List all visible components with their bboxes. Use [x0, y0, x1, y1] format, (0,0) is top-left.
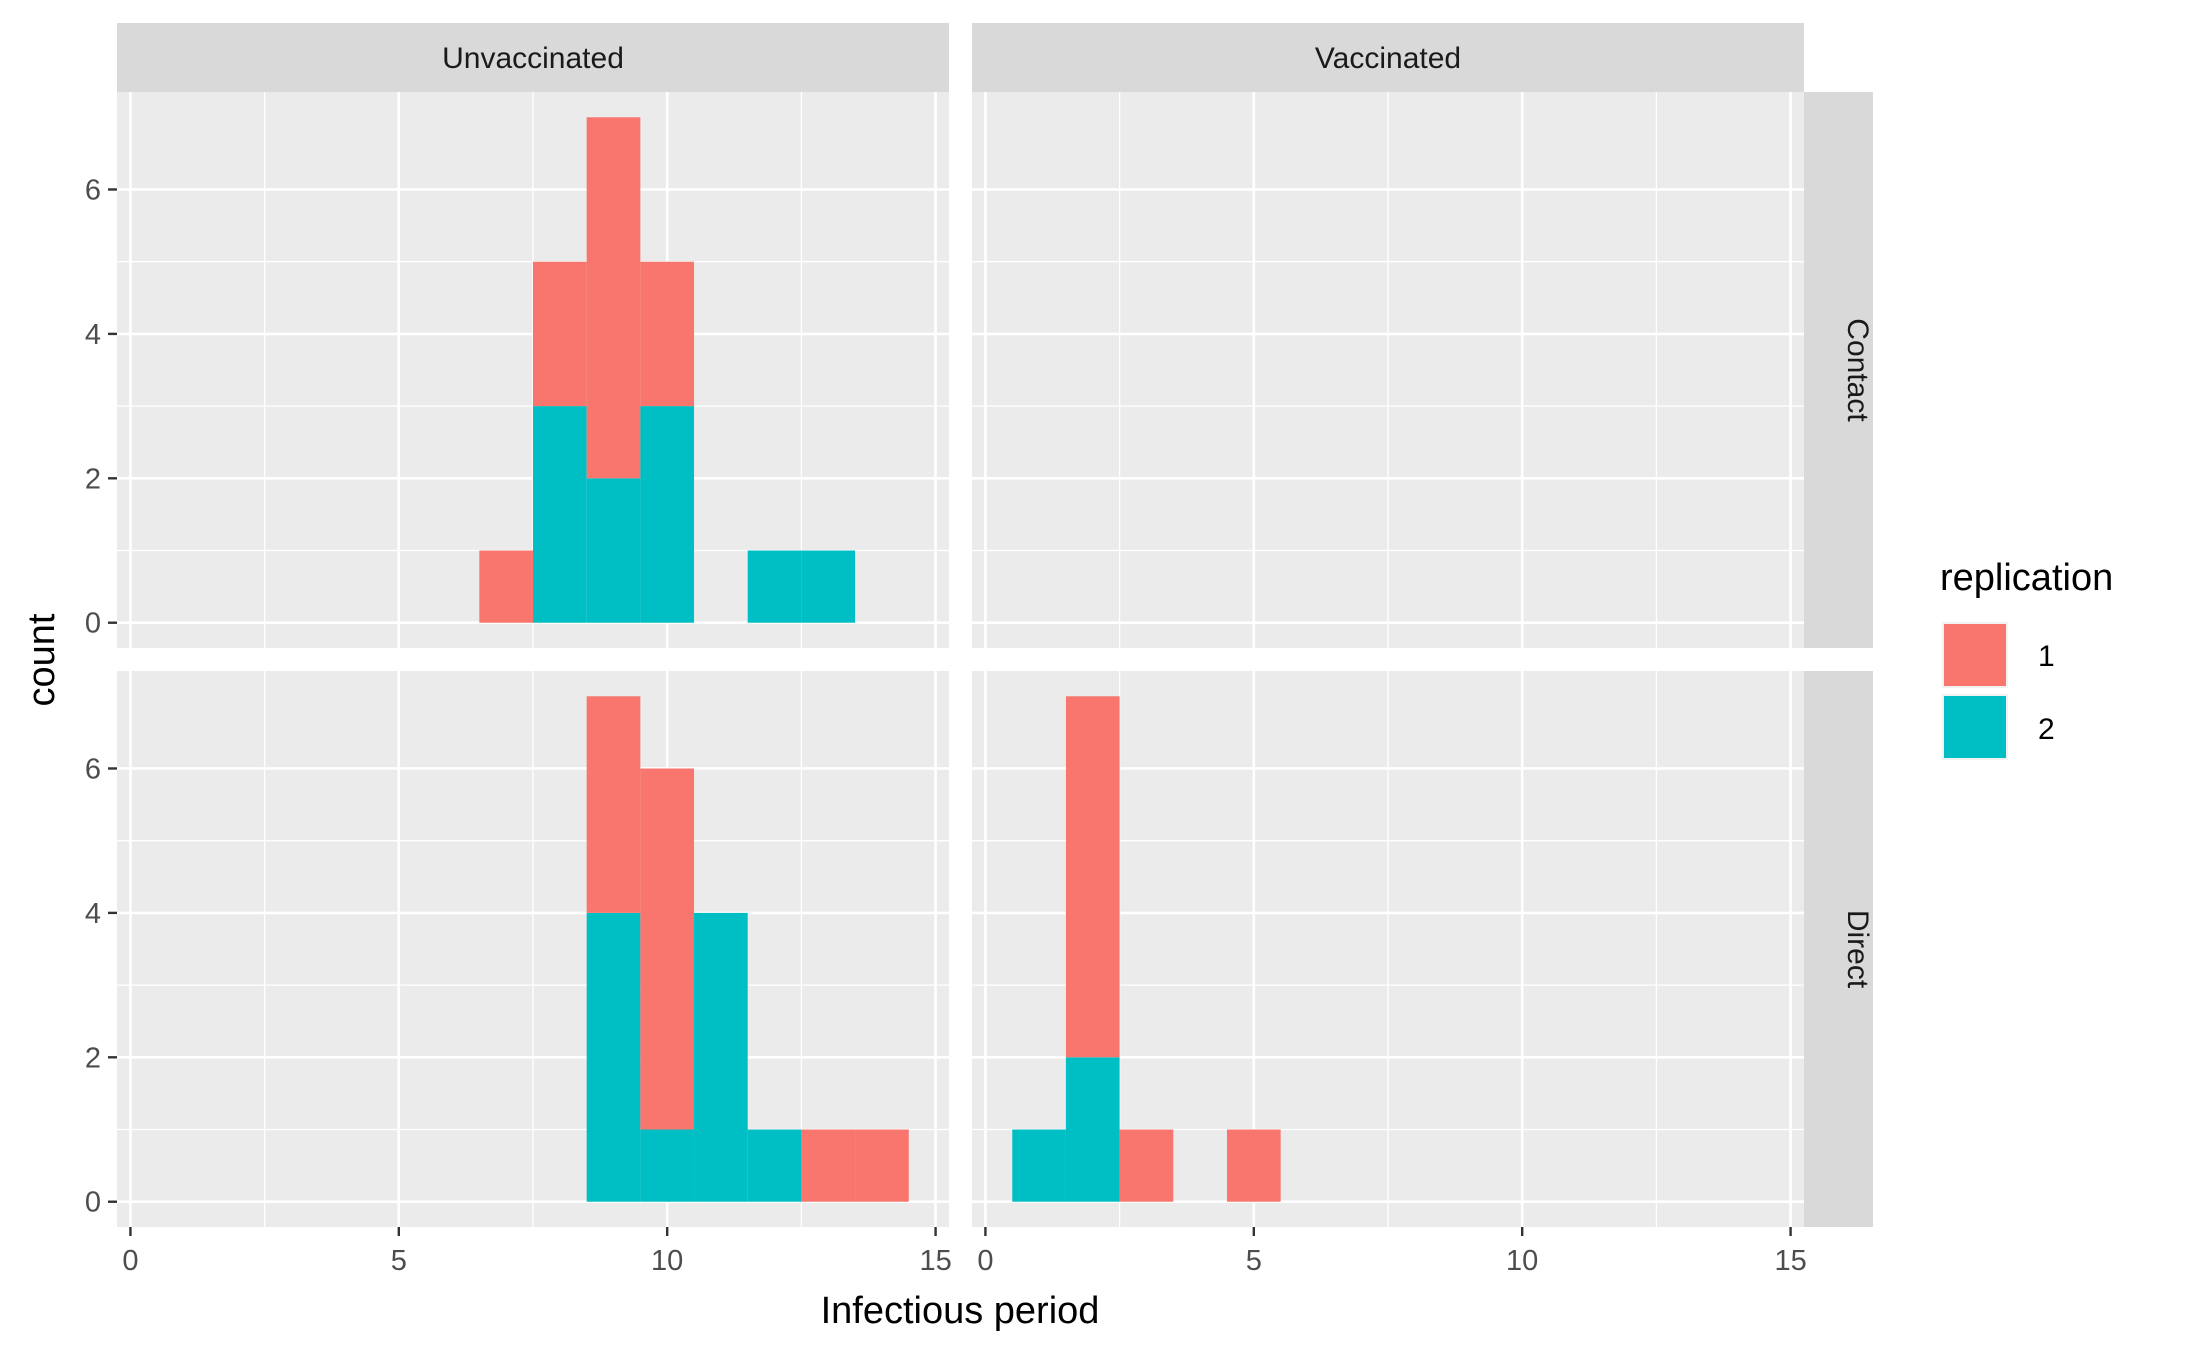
bar-rep1 [586, 117, 641, 479]
y-tick-label: 6 [85, 753, 101, 785]
bar-rep2 [1012, 1129, 1066, 1202]
bar-rep1 [586, 696, 641, 913]
x-tick-label: 5 [1246, 1245, 1262, 1277]
bar-rep1 [1119, 1129, 1174, 1202]
bar-rep1 [640, 261, 695, 407]
x-tick-label: 0 [977, 1245, 993, 1277]
y-axes: 0 2 4 6 0 2 4 6 [85, 174, 117, 1219]
bar-rep1 [801, 1129, 856, 1202]
legend-label-1: 1 [2038, 640, 2055, 673]
legend-label-2: 2 [2038, 713, 2055, 746]
legend: replication 1 2 [1940, 557, 2113, 760]
bar-rep2 [747, 550, 802, 623]
x-tick-label: 0 [122, 1245, 138, 1277]
panel-unvaccinated-direct [117, 671, 949, 1227]
panel-unvaccinated-contact [117, 92, 949, 648]
y-tick-label: 4 [85, 319, 101, 351]
legend-swatch-1 [1944, 624, 2006, 686]
row-strip-direct: Direct [1804, 671, 1874, 1227]
col-strip-label-vaccinated: Vaccinated [1315, 42, 1461, 75]
bar-rep2 [586, 912, 641, 1202]
y-axis-title: count [21, 613, 63, 706]
y-tick-label: 0 [85, 608, 101, 640]
x-tick-label: 10 [1506, 1245, 1538, 1277]
col-strip-label-unvaccinated: Unvaccinated [442, 42, 624, 75]
col-strip-vaccinated: Vaccinated [972, 23, 1804, 92]
x-tick-label: 10 [651, 1245, 683, 1277]
bar-rep1 [479, 550, 533, 623]
bar-rep2 [694, 912, 748, 1202]
x-axes: 0 5 10 15 0 5 10 15 [122, 1227, 1807, 1277]
y-tick-label: 4 [85, 898, 101, 930]
bar-rep1 [640, 768, 695, 1130]
x-tick-label: 15 [1774, 1245, 1806, 1277]
bar-rep2 [747, 1129, 802, 1202]
panel-vaccinated-direct [972, 671, 1804, 1227]
bar-rep2 [586, 478, 641, 623]
panel-vaccinated-contact [972, 92, 1804, 648]
y-tick-label: 2 [85, 1042, 101, 1074]
bar-rep1 [1226, 1129, 1281, 1202]
row-strip-label-contact: Contact [1841, 318, 1874, 422]
bar-rep2 [640, 1129, 695, 1202]
y-tick-label: 0 [85, 1187, 101, 1219]
x-axis-title: Infectious period [821, 1290, 1100, 1332]
row-strip-label-direct: Direct [1841, 910, 1874, 989]
bar-rep2 [1065, 1057, 1120, 1202]
y-tick-label: 6 [85, 174, 101, 206]
col-strip-unvaccinated: Unvaccinated [117, 23, 949, 92]
bar-rep2 [801, 550, 856, 623]
legend-swatch-2 [1944, 696, 2006, 758]
bar-rep1 [1065, 696, 1120, 1058]
x-tick-label: 15 [919, 1245, 951, 1277]
row-strip-contact: Contact [1804, 92, 1874, 648]
panels [117, 92, 1804, 1227]
bar-rep2 [640, 406, 695, 623]
x-tick-label: 5 [391, 1245, 407, 1277]
y-tick-label: 2 [85, 463, 101, 495]
bar-rep2 [533, 406, 587, 623]
bar-rep1 [855, 1129, 909, 1202]
legend-title: replication [1940, 557, 2113, 599]
bar-rep1 [533, 261, 587, 407]
